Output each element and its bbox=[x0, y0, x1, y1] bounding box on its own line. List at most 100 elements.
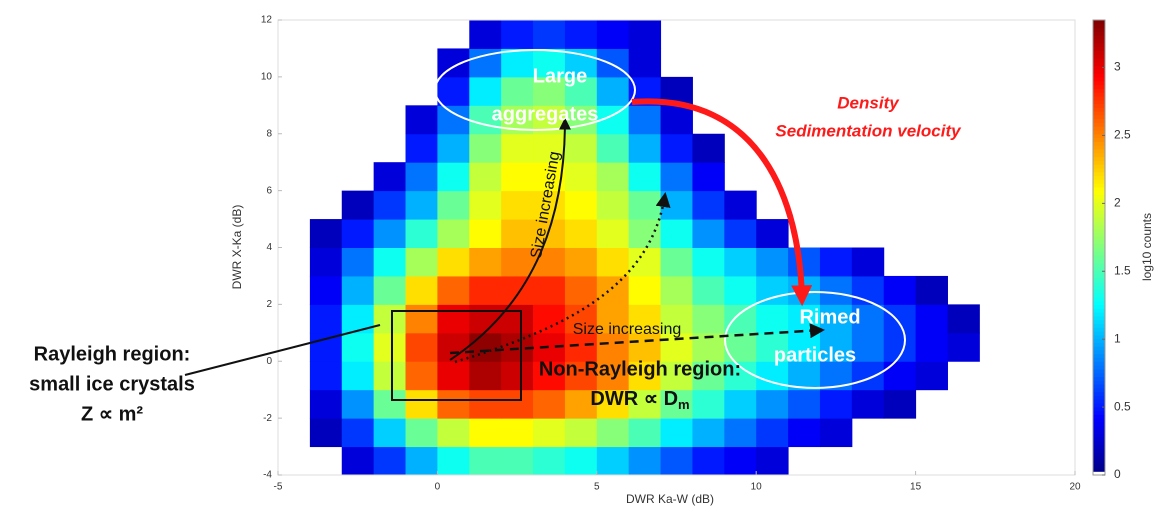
heatmap-cell bbox=[309, 361, 343, 391]
heatmap-cell bbox=[405, 105, 438, 135]
heatmap-cell bbox=[309, 219, 343, 248]
colorbar-swatch bbox=[1093, 372, 1105, 378]
heatmap-cell bbox=[341, 389, 375, 419]
colorbar-swatch bbox=[1093, 122, 1105, 127]
colorbar-swatch bbox=[1093, 384, 1105, 389]
heatmap-cell bbox=[564, 275, 598, 305]
y-tick-label: 10 bbox=[261, 72, 273, 83]
heatmap-cell bbox=[469, 190, 502, 220]
heatmap-cell bbox=[309, 418, 343, 448]
heatmap-cell bbox=[596, 76, 630, 106]
heatmap-cell bbox=[883, 275, 917, 305]
heatmap-cell bbox=[756, 275, 789, 305]
colorbar-swatch bbox=[1093, 107, 1105, 112]
heatmap-cell bbox=[564, 361, 598, 391]
heatmap-cell bbox=[373, 275, 407, 305]
colorbar-swatch bbox=[1093, 183, 1105, 188]
colorbar-swatch bbox=[1093, 23, 1105, 29]
colorbar-swatch bbox=[1093, 84, 1105, 89]
heatmap-cell bbox=[405, 247, 438, 277]
annotation: Size increasing bbox=[573, 321, 682, 338]
heatmap-cell bbox=[469, 332, 502, 362]
heatmap-cell bbox=[660, 332, 693, 362]
colorbar-swatch bbox=[1093, 42, 1105, 48]
heatmap-cell bbox=[501, 361, 534, 391]
heatmap-cell bbox=[501, 275, 534, 305]
heatmap-cell bbox=[405, 332, 438, 362]
heatmap-cell bbox=[469, 389, 502, 419]
heatmap-cell bbox=[437, 219, 470, 248]
colorbar-tick-label: 0.5 bbox=[1114, 399, 1131, 413]
heatmap-cell bbox=[692, 361, 725, 391]
colorbar-swatch bbox=[1093, 262, 1105, 268]
heatmap-cell bbox=[851, 247, 885, 277]
heatmap-cell bbox=[564, 20, 598, 49]
colorbar-swatch bbox=[1093, 65, 1105, 70]
colorbar-tick-label: 1.5 bbox=[1114, 263, 1131, 277]
annotation: Z ∝ m² bbox=[81, 403, 143, 425]
colorbar-swatch bbox=[1093, 160, 1105, 165]
rayleigh-box bbox=[391, 310, 522, 401]
colorbar-swatch bbox=[1093, 376, 1105, 381]
heatmap-cell bbox=[341, 418, 375, 448]
heatmap-cell bbox=[851, 389, 885, 419]
heatmap-cell bbox=[628, 389, 662, 419]
heatmap-cell bbox=[437, 190, 470, 220]
heatmap-cell bbox=[628, 304, 662, 334]
heatmap-cell bbox=[788, 361, 821, 391]
heatmap-cell bbox=[692, 418, 725, 448]
annotation: DWR ∝ D bbox=[590, 388, 678, 410]
colorbar-swatch bbox=[1093, 433, 1105, 438]
y-tick-label: 12 bbox=[261, 15, 273, 26]
colorbar-swatch bbox=[1093, 76, 1105, 82]
heatmap-cell bbox=[564, 418, 598, 448]
heatmap-cell bbox=[309, 389, 343, 419]
heatmap-cell bbox=[947, 304, 980, 334]
colorbar-swatch bbox=[1093, 452, 1105, 457]
heatmap-cell bbox=[469, 133, 502, 163]
colorbar-swatch bbox=[1093, 38, 1105, 44]
heatmap-cell bbox=[692, 304, 725, 334]
colorbar-swatch bbox=[1093, 80, 1105, 86]
heatmap-cell bbox=[501, 20, 534, 49]
colorbar-swatch bbox=[1093, 239, 1105, 245]
heatmap-cell bbox=[788, 247, 821, 277]
colorbar-swatch bbox=[1093, 334, 1105, 340]
x-tick-label: 20 bbox=[1069, 482, 1081, 493]
colorbar-swatch bbox=[1093, 133, 1105, 139]
heatmap-cell bbox=[437, 162, 470, 192]
heatmap-cell bbox=[756, 247, 789, 277]
colorbar-swatch bbox=[1093, 338, 1105, 343]
heatmap-cell bbox=[564, 219, 598, 248]
colorbar-swatch bbox=[1093, 327, 1105, 332]
colorbar-swatch bbox=[1093, 421, 1105, 427]
heatmap-cell bbox=[628, 332, 662, 362]
heatmap-cell bbox=[628, 133, 662, 163]
heatmap-cell bbox=[533, 48, 566, 78]
heatmap-cell bbox=[564, 446, 598, 476]
heatmap-cell bbox=[469, 361, 502, 391]
heatmap-cell bbox=[533, 133, 566, 163]
ellipse bbox=[724, 291, 906, 389]
colorbar-swatch bbox=[1093, 46, 1105, 51]
heatmap-cell bbox=[341, 304, 375, 334]
colorbar-swatch bbox=[1093, 35, 1105, 40]
heatmap-cell bbox=[596, 389, 630, 419]
heatmap-cell bbox=[373, 389, 407, 419]
red-arrow bbox=[631, 98, 813, 307]
heatmap-cell bbox=[883, 304, 917, 334]
heatmap-cell bbox=[628, 418, 662, 448]
annotation: Rimed bbox=[799, 306, 860, 328]
colorbar-swatch bbox=[1093, 440, 1105, 446]
colorbar-swatch bbox=[1093, 209, 1105, 214]
heatmap-cell bbox=[341, 219, 375, 248]
colorbar-swatch bbox=[1093, 205, 1105, 211]
colorbar-swatch bbox=[1093, 285, 1105, 290]
heatmap-cell bbox=[405, 275, 438, 305]
heatmap-cell bbox=[373, 446, 407, 476]
colorbar-swatch bbox=[1093, 54, 1105, 59]
annotation: Rayleigh region: bbox=[34, 343, 191, 365]
heatmap-cell bbox=[405, 446, 438, 476]
heatmap-cell bbox=[564, 133, 598, 163]
heatmap-cell bbox=[756, 332, 789, 362]
